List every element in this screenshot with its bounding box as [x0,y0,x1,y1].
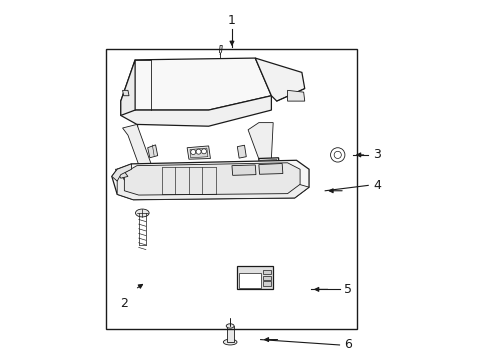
Text: 3: 3 [372,148,380,161]
Polygon shape [112,160,308,200]
Polygon shape [187,146,210,159]
Bar [106,49,357,329]
Polygon shape [121,96,271,126]
Polygon shape [190,148,207,158]
Text: 2: 2 [120,297,128,310]
Polygon shape [258,158,279,175]
Polygon shape [237,266,273,289]
Circle shape [330,148,344,162]
Polygon shape [115,169,128,178]
Polygon shape [260,159,277,174]
Text: 1: 1 [227,14,235,27]
Text: 6: 6 [344,338,352,351]
Bar [239,273,260,288]
Circle shape [196,149,201,154]
Polygon shape [258,163,282,174]
Polygon shape [255,58,304,101]
Bar [263,270,270,274]
Polygon shape [117,169,308,200]
Polygon shape [247,123,273,164]
Polygon shape [122,125,153,175]
Polygon shape [121,58,271,110]
Ellipse shape [226,324,234,328]
Ellipse shape [223,339,237,345]
Bar [226,326,233,342]
Polygon shape [237,145,246,158]
Circle shape [333,151,341,158]
Bar [263,276,270,280]
Ellipse shape [135,209,149,217]
Polygon shape [112,164,131,181]
Text: 5: 5 [344,283,352,296]
Circle shape [201,149,206,154]
Polygon shape [231,165,255,175]
Polygon shape [124,163,300,195]
Polygon shape [122,90,129,96]
Circle shape [190,149,195,154]
Text: 4: 4 [372,179,380,192]
Polygon shape [147,145,158,158]
Polygon shape [287,90,304,101]
Bar [263,282,270,286]
Polygon shape [121,60,135,116]
